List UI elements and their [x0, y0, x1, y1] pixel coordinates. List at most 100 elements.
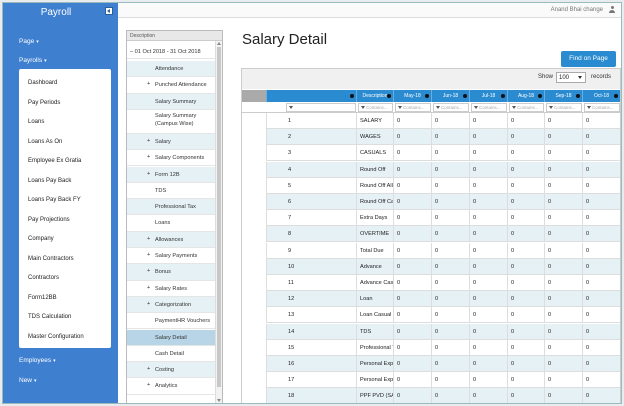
tree-node[interactable]: + Allowances [127, 231, 217, 248]
filter-input[interactable]: Contains... [358, 103, 393, 112]
column-menu-icon[interactable] [463, 93, 467, 98]
expand-icon[interactable]: + [147, 268, 151, 275]
submenu-item[interactable]: Loans As On [28, 138, 63, 145]
tree-node[interactable]: + Categorization [127, 296, 217, 314]
tree-node[interactable]: + Salary Rates [127, 281, 217, 297]
tree-node[interactable]: Loans [127, 215, 217, 232]
tree-node[interactable]: Attendance [127, 61, 217, 78]
submenu-item[interactable]: Dashboard [28, 80, 58, 86]
column-header[interactable]: Jun-18 [432, 90, 470, 102]
column-menu-icon[interactable] [614, 93, 618, 98]
submenu-item[interactable]: Form12BB [28, 294, 57, 301]
tree-node[interactable]: Salary Summary [127, 93, 217, 110]
table-row[interactable]: 14 TDS 0 0 0 0 0 0 [242, 323, 620, 340]
scroll-up-icon[interactable] [217, 42, 221, 45]
table-row[interactable]: 4 Round Off 0 0 0 0 0 0 [242, 161, 620, 178]
column-menu-icon[interactable] [387, 93, 391, 98]
collapse-sidebar-icon[interactable] [105, 7, 113, 15]
sidebar-employees[interactable]: Employees ▾ [19, 357, 56, 364]
expand-icon[interactable]: + [147, 382, 151, 389]
submenu-item[interactable]: Contractors [28, 275, 60, 281]
column-header[interactable]: Oct-18 [583, 90, 620, 102]
column-menu-icon[interactable] [350, 93, 354, 98]
submenu-item[interactable]: Loans [28, 119, 45, 125]
expand-icon[interactable]: + [147, 252, 151, 258]
submenu-item[interactable]: Employee Ex Gratia [28, 158, 82, 164]
column-header[interactable]: Description [357, 90, 394, 102]
tree-node[interactable]: + Salary [127, 133, 217, 151]
filter-input[interactable]: Contains... [433, 103, 469, 112]
column-menu-icon[interactable] [576, 93, 580, 98]
expand-icon[interactable]: + [147, 366, 151, 373]
submenu-item[interactable]: Master Configuration [28, 333, 84, 340]
column-header[interactable]: May-18 [394, 90, 432, 102]
tree-node[interactable]: Professional Tax [127, 199, 217, 216]
user-icon[interactable] [609, 6, 615, 13]
expand-icon[interactable]: + [147, 81, 151, 88]
column-menu-icon[interactable] [538, 93, 542, 98]
filter-input[interactable]: Contains... [509, 103, 544, 112]
tree-node[interactable]: TDS [127, 183, 217, 200]
tree-node[interactable]: + Punched Attendance [127, 77, 217, 94]
column-menu-icon[interactable] [425, 93, 429, 98]
submenu-item[interactable]: Loans Pay Back FY [28, 197, 81, 203]
sidebar-page[interactable]: Page ▾ [19, 38, 39, 45]
page-size-select[interactable]: 100 [556, 72, 586, 83]
find-on-page-button[interactable]: Find on Page [561, 51, 616, 67]
submenu-item[interactable]: TDS Calculation [28, 314, 72, 320]
tree-node[interactable]: + Salary Components [127, 150, 217, 167]
expand-icon[interactable]: + [147, 137, 151, 144]
scroll-down-icon[interactable] [217, 399, 221, 402]
tree-node[interactable]: + Analytics [127, 378, 217, 395]
column-header[interactable]: Aug-18 [508, 90, 545, 102]
table-row[interactable]: 7 Extra Days 0 0 0 0 0 0 [242, 210, 620, 227]
filter-input[interactable]: Contains... [395, 103, 431, 112]
column-header[interactable]: Sep-18 [545, 90, 583, 102]
tree-node[interactable]: + Costing [127, 362, 217, 379]
tree-node[interactable]: + Salary Payments [127, 248, 217, 265]
expand-icon[interactable]: + [147, 235, 151, 242]
table-row[interactable]: 8 OVERTIME 0 0 0 0 0 0 [242, 226, 620, 243]
table-row[interactable]: 1 SALARY 0 0 0 0 0 0 [242, 113, 620, 129]
expand-icon[interactable]: + [147, 300, 151, 307]
submenu-item[interactable]: Main Contractors [28, 255, 74, 262]
table-row[interactable]: 10 Advance 0 0 0 0 0 0 [242, 258, 620, 275]
filter-input[interactable]: Contains... [584, 103, 620, 112]
sidebar-new[interactable]: New ▾ [19, 377, 37, 384]
filter-input[interactable]: Contains... [471, 103, 507, 112]
expand-icon[interactable]: + [147, 170, 151, 177]
tree-period-node[interactable]: – 01 Oct 2018 - 31 Oct 2018 [127, 45, 217, 59]
submenu-item[interactable]: Pay Periods [28, 99, 61, 106]
table-row[interactable]: 13 Loan Casual 0 0 0 0 0 0 [242, 307, 620, 324]
tree-node[interactable]: + Form 12B [127, 166, 217, 183]
expand-icon[interactable]: + [147, 284, 151, 291]
tree-node[interactable]: Salary Summary (Campus Wise) [127, 110, 217, 134]
user-name[interactable]: Anand Bhai change [550, 7, 603, 13]
scroll-thumb[interactable] [217, 47, 221, 387]
tree-node[interactable]: Salary Detail [127, 329, 217, 346]
column-header[interactable]: Jul-18 [470, 90, 508, 102]
tree-node[interactable]: Cash Detail [127, 346, 217, 363]
table-row[interactable]: 2 WAGES 0 0 0 0 0 0 [242, 129, 620, 146]
filter-input[interactable]: Contains... [546, 103, 582, 112]
sidebar-payrolls[interactable]: Payrolls ▾ [19, 57, 47, 64]
submenu-item[interactable]: Company [28, 236, 54, 242]
submenu-item[interactable]: Loans Pay Back [28, 177, 72, 184]
table-row[interactable]: 3 CASUALS 0 0 0 0 0 0 [242, 145, 620, 162]
column-header[interactable] [285, 90, 357, 102]
tree-node[interactable]: + Bonus [127, 264, 217, 281]
column-menu-icon[interactable] [501, 93, 505, 98]
table-row[interactable]: 9 Total Due 0 0 0 0 0 0 [242, 242, 620, 259]
collapse-icon[interactable]: – [130, 49, 135, 55]
filter-input[interactable] [286, 103, 356, 112]
tree-scrollbar[interactable] [215, 41, 222, 403]
submenu-item[interactable]: Pay Projections [28, 216, 70, 223]
tree-node[interactable]: PaymentHR Vouchers [127, 313, 217, 330]
